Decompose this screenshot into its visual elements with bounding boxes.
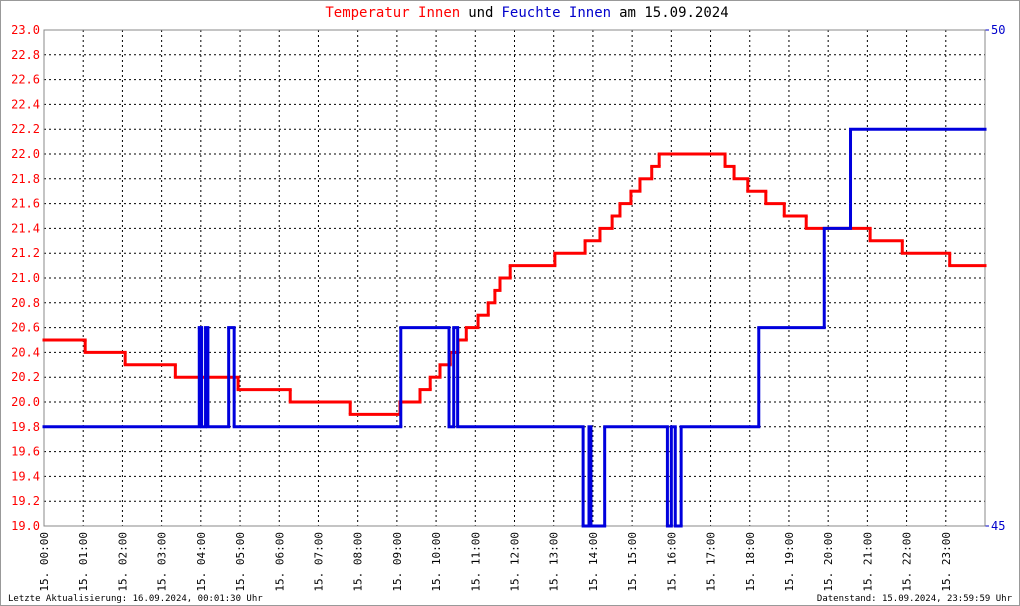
y-tick-label: 21.0 [11, 271, 40, 285]
y-tick-label: 20.0 [11, 395, 40, 409]
title-part: Temperatur Innen [325, 5, 460, 21]
y-tick-label: 20.2 [11, 370, 40, 384]
x-tick-label: 15. 18:00 [744, 532, 757, 592]
x-tick-label: 15. 07:00 [312, 532, 325, 592]
y-tick-label: 21.8 [11, 172, 40, 186]
y-tick-label: 19.2 [11, 494, 40, 508]
y-tick-label: 22.4 [11, 97, 40, 111]
x-tick-label: 15. 19:00 [783, 532, 796, 592]
y-tick-label: 20.6 [11, 321, 40, 335]
x-tick-label: 15. 13:00 [548, 532, 561, 592]
footer-right: Datenstand: 15.09.2024, 23:59:59 Uhr [817, 594, 1013, 604]
y-tick-label: 19.8 [11, 420, 40, 434]
x-tick-label: 15. 00:00 [38, 532, 51, 592]
x-tick-label: 15. 09:00 [391, 532, 404, 592]
x-tick-label: 15. 11:00 [469, 532, 482, 592]
y-tick-label: 19.6 [11, 445, 40, 459]
y-tick-label: 19.0 [11, 519, 40, 533]
x-tick-label: 15. 03:00 [156, 532, 169, 592]
x-tick-label: 15. 14:00 [587, 532, 600, 592]
y-tick-label: 22.8 [11, 48, 40, 62]
y-tick-label: 21.6 [11, 197, 40, 211]
y2-tick-label: 45 [991, 519, 1005, 533]
y-tick-label: 22.0 [11, 147, 40, 161]
y-tick-label: 21.2 [11, 246, 40, 260]
y-tick-label: 20.4 [11, 345, 40, 359]
title-part: am 15.09.2024 [619, 5, 729, 21]
x-tick-label: 15. 04:00 [195, 532, 208, 592]
title-part: Feuchte Innen [502, 5, 612, 21]
x-tick-label: 15. 01:00 [77, 532, 90, 592]
chart-title: Temperatur Innen und Feuchte Innen am 15.09… [325, 5, 728, 21]
x-tick-label: 15. 10:00 [430, 532, 443, 592]
title-part: und [468, 5, 493, 21]
series [42, 127, 987, 528]
y-tick-label: 22.2 [11, 122, 40, 136]
x-tick-label: 15. 15:00 [626, 532, 639, 592]
x-tick-label: 15. 06:00 [273, 532, 286, 592]
x-tick-label: 15. 17:00 [705, 532, 718, 592]
x-tick-label: 15. 20:00 [822, 532, 835, 592]
x-tick-label: 15. 02:00 [116, 532, 129, 592]
y-tick-label: 19.4 [11, 469, 40, 483]
step-connector [83, 154, 952, 415]
x-tick-label: 15. 21:00 [861, 532, 874, 592]
series [42, 152, 987, 416]
x-tick-label: 15. 23:00 [940, 532, 953, 592]
x-tick-label: 15. 05:00 [234, 532, 247, 592]
y-tick-label: 22.6 [11, 73, 40, 87]
y-tick-label: 23.0 [11, 23, 40, 37]
y-tick-label: 21.4 [11, 221, 40, 235]
x-tick-label: 15. 22:00 [901, 532, 914, 592]
y-tick-label: 20.8 [11, 296, 40, 310]
x-tick-label: 15. 16:00 [665, 532, 678, 592]
step-connector [197, 129, 853, 526]
x-tick-label: 15. 12:00 [509, 532, 522, 592]
plot-border [43, 29, 986, 527]
footer-left: Letzte Aktualisierung: 16.09.2024, 00:01… [8, 594, 263, 604]
y2-tick-label: 50 [991, 23, 1005, 37]
x-tick-label: 15. 08:00 [352, 532, 365, 592]
